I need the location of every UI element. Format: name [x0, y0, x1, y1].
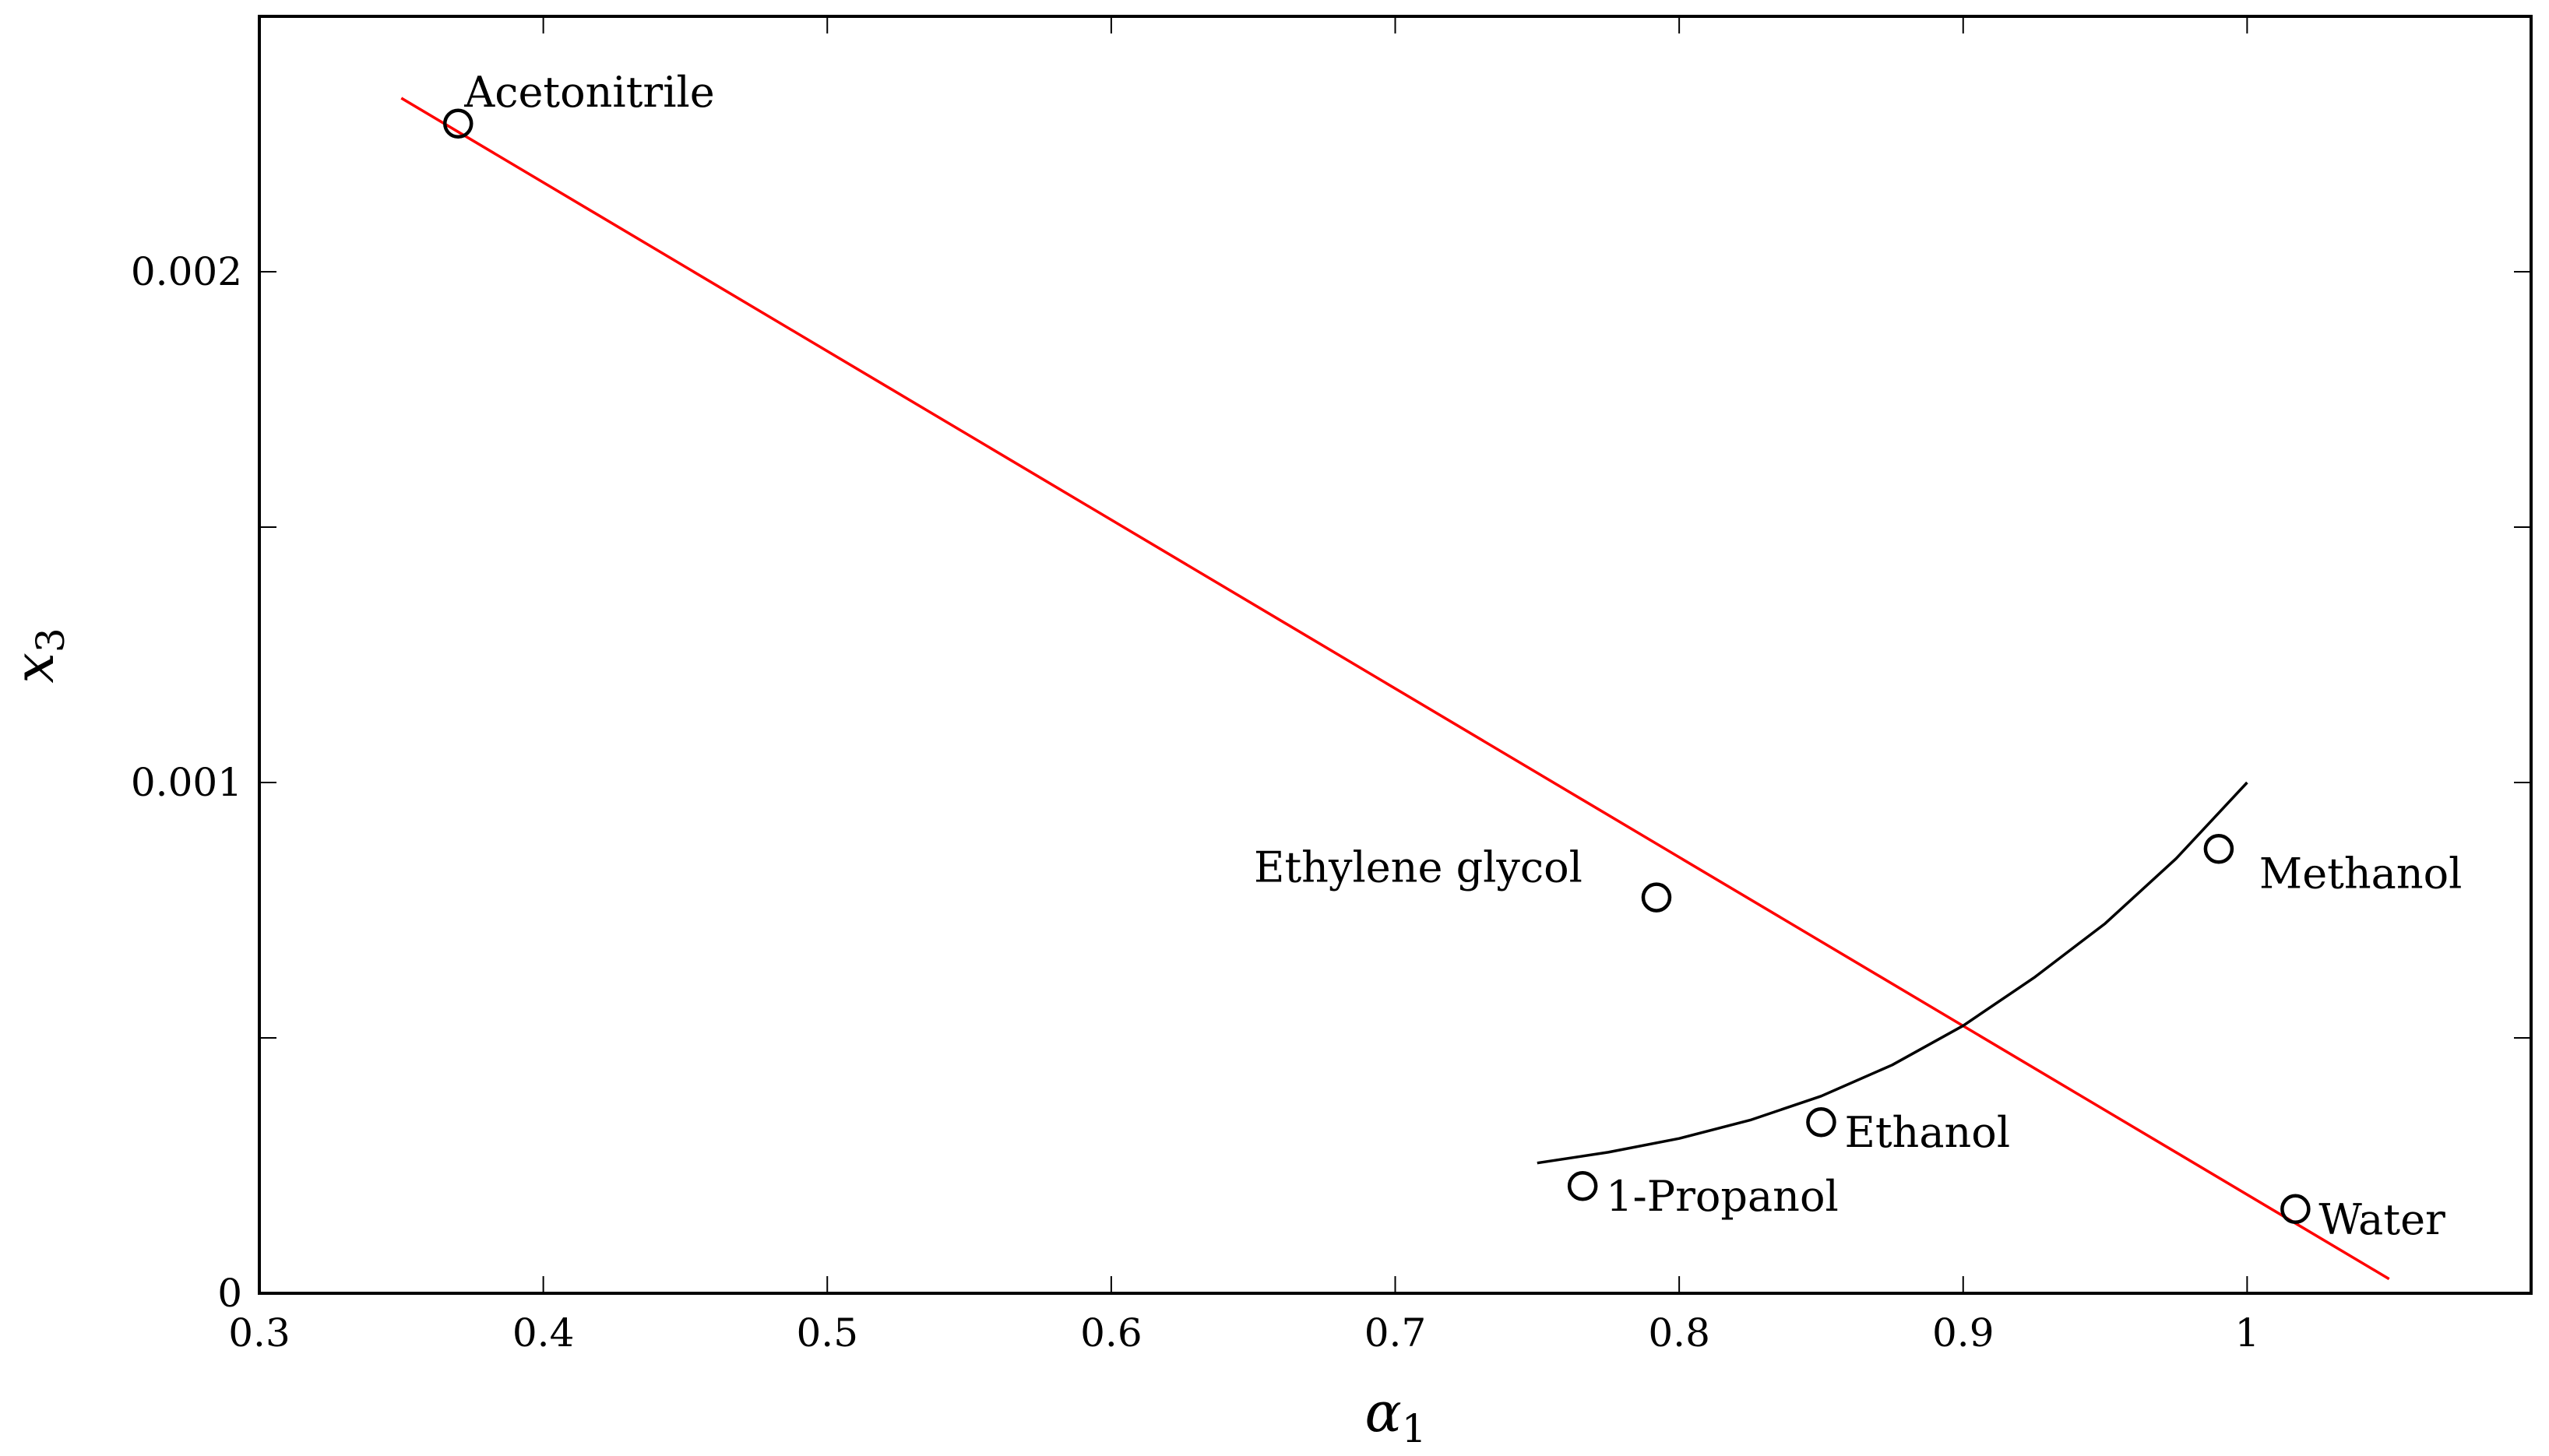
x-tick-label: 1	[2234, 1310, 2259, 1356]
data-point-label: Methanol	[2259, 849, 2462, 898]
fit-curve	[1537, 781, 2248, 1165]
data-point-label: Ethylene glycol	[1254, 843, 1583, 892]
y-tick-label: 0.002	[131, 249, 242, 294]
x-tick-label: 0.3	[228, 1310, 290, 1356]
x-tick-label: 0.5	[796, 1310, 858, 1356]
x-tick-label: 0.7	[1364, 1310, 1427, 1356]
y-tick-label: 0	[217, 1271, 242, 1316]
fit-lines	[400, 97, 2390, 1281]
data-point-label: Ethanol	[1844, 1108, 2010, 1157]
y-axis-subscript: 3	[28, 628, 73, 652]
data-points: Acetonitrile Ethylene glycol Methanol Ethan…	[442, 68, 2462, 1244]
x-axis-subscript: 1	[1402, 1406, 1427, 1451]
data-point-marker	[1806, 1106, 1836, 1138]
y-axis-symbol: x	[2, 652, 66, 683]
x-tick-label: 0.6	[1080, 1310, 1142, 1356]
data-point-marker	[2280, 1194, 2311, 1225]
data-point-label: 1-Propanol	[1606, 1172, 1839, 1221]
x-axis-label: α1	[1364, 1380, 1426, 1451]
data-point-label: Water	[2318, 1195, 2445, 1244]
ticks: 0.3 0.4 0.5 0.6 0.7 0.8 0.9 1 0 0.001 0.002	[131, 16, 2532, 1356]
data-point-label: Acetonitrile	[463, 68, 714, 117]
data-point-marker	[1567, 1170, 1598, 1201]
y-axis-label: x3	[2, 628, 73, 683]
x-axis-symbol: α	[1364, 1380, 1401, 1444]
x-tick-label: 0.4	[512, 1310, 575, 1356]
x-tick-label: 0.9	[1932, 1310, 1994, 1356]
data-point-marker	[442, 108, 474, 139]
data-point-marker	[2203, 834, 2234, 864]
plot-frame	[258, 15, 2533, 1295]
axes	[258, 15, 2533, 1295]
y-tick-label: 0.001	[131, 760, 242, 805]
x-tick-label: 0.8	[1648, 1310, 1710, 1356]
data-point-marker	[1641, 882, 1672, 913]
linear-fit-line	[400, 97, 2390, 1281]
